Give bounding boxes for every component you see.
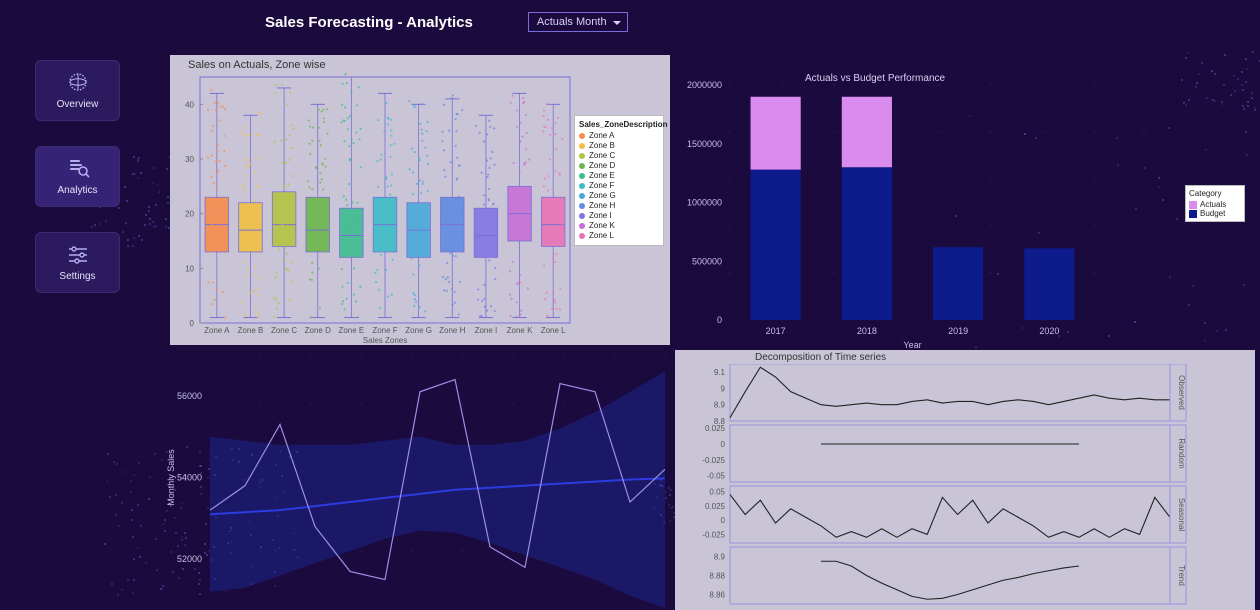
svg-text:500000: 500000: [692, 256, 722, 266]
svg-text:Zone B: Zone B: [238, 326, 264, 335]
sidebar: Overview Analytics Settings: [35, 60, 120, 293]
sliders-icon: [64, 243, 92, 265]
chart-title: Sales on Actuals, Zone wise: [188, 59, 326, 71]
svg-text:1000000: 1000000: [687, 198, 722, 208]
svg-text:Zone H: Zone H: [439, 326, 465, 335]
svg-text:2020: 2020: [1039, 326, 1059, 336]
sidebar-item-label: Analytics: [57, 185, 97, 196]
globe-icon: [64, 71, 92, 93]
svg-text:-0.025: -0.025: [702, 530, 725, 539]
svg-text:0.05: 0.05: [709, 488, 725, 497]
svg-text:Sales Zones: Sales Zones: [363, 336, 407, 345]
stacked-bar-legend: Category ActualsBudget: [1185, 185, 1245, 222]
sidebar-item-label: Settings: [59, 271, 95, 282]
sidebar-item-label: Overview: [57, 99, 99, 110]
svg-text:10: 10: [185, 264, 194, 273]
page-title: Sales Forecasting - Analytics: [265, 14, 473, 31]
svg-text:Random: Random: [1177, 438, 1186, 469]
svg-text:Zone E: Zone E: [338, 326, 364, 335]
sidebar-item-settings[interactable]: Settings: [35, 232, 120, 293]
stacked-bar-chart: Actuals vs Budget Performance 0500000100…: [675, 55, 1255, 345]
svg-text:Zone I: Zone I: [475, 326, 498, 335]
svg-text:Zone K: Zone K: [507, 326, 533, 335]
svg-text:Zone G: Zone G: [405, 326, 432, 335]
svg-text:54000: 54000: [177, 473, 202, 483]
sidebar-item-overview[interactable]: Overview: [35, 60, 120, 121]
forecast-chart: 52000 54000 56000 Monthly Sales: [160, 350, 670, 610]
svg-text:8.9: 8.9: [714, 553, 726, 562]
svg-text:-0.025: -0.025: [702, 456, 725, 465]
svg-text:56000: 56000: [177, 391, 202, 401]
svg-text:Zone C: Zone C: [271, 326, 297, 335]
chart-title: Decomposition of Time series: [755, 352, 886, 363]
svg-text:2018: 2018: [857, 326, 877, 336]
svg-text:40: 40: [185, 100, 194, 109]
svg-text:9: 9: [721, 384, 726, 393]
svg-text:0.025: 0.025: [705, 424, 726, 433]
decomposition-chart: Decomposition of Time series 8.88.999.1O…: [675, 350, 1255, 610]
svg-text:0: 0: [717, 315, 722, 325]
svg-text:20: 20: [185, 210, 194, 219]
svg-text:Trend: Trend: [1177, 565, 1186, 586]
svg-text:Observed: Observed: [1177, 375, 1186, 410]
svg-text:Zone A: Zone A: [204, 326, 230, 335]
svg-text:-0.05: -0.05: [707, 472, 726, 481]
svg-text:Monthly Sales: Monthly Sales: [166, 449, 176, 506]
svg-text:0: 0: [721, 516, 726, 525]
period-dropdown[interactable]: Actuals Month: [528, 12, 628, 32]
svg-text:Zone D: Zone D: [305, 326, 331, 335]
boxplot-chart: Sales on Actuals, Zone wise 0 10 20 30 40 Zon…: [170, 55, 670, 345]
svg-text:52000: 52000: [177, 554, 202, 564]
svg-text:0.025: 0.025: [705, 502, 726, 511]
svg-text:8.88: 8.88: [709, 572, 725, 581]
svg-text:Seasonal: Seasonal: [1177, 498, 1186, 532]
svg-text:1500000: 1500000: [687, 139, 722, 149]
svg-text:30: 30: [185, 155, 194, 164]
svg-text:9.1: 9.1: [714, 368, 726, 377]
svg-text:2017: 2017: [766, 326, 786, 336]
analytics-icon: [64, 157, 92, 179]
svg-text:8.9: 8.9: [714, 401, 726, 410]
svg-text:Zone F: Zone F: [372, 326, 397, 335]
boxplot-legend: Sales_ZoneDescription Zone AZone BZone C…: [574, 115, 664, 246]
svg-text:Year: Year: [903, 340, 921, 350]
svg-text:0: 0: [721, 440, 726, 449]
svg-text:2000000: 2000000: [687, 80, 722, 90]
svg-text:Zone L: Zone L: [541, 326, 566, 335]
sidebar-item-analytics[interactable]: Analytics: [35, 146, 120, 207]
svg-text:0: 0: [190, 319, 195, 328]
svg-text:8.86: 8.86: [709, 591, 725, 600]
svg-text:2019: 2019: [948, 326, 968, 336]
